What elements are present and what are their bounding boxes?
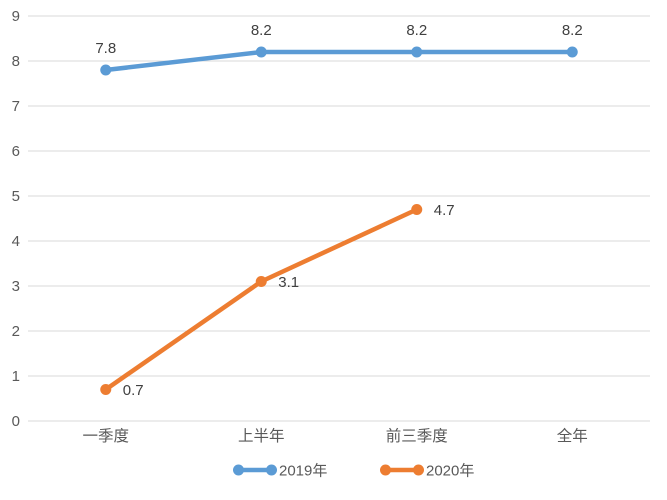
y-axis-tick-label: 0 — [12, 413, 20, 430]
x-axis-category-label: 上半年 — [238, 427, 285, 445]
legend-marker-icon-2019年 — [266, 464, 277, 476]
data-label-2020年: 0.7 — [123, 382, 144, 399]
data-point-2020年 — [255, 276, 267, 287]
data-label-2020年: 4.7 — [434, 202, 455, 219]
data-point-2020年 — [411, 204, 423, 215]
legend-label-2020年: 2020年 — [426, 463, 474, 480]
data-point-2019年 — [100, 64, 112, 76]
legend-marker-icon-2020年 — [380, 464, 391, 476]
y-axis-tick-label: 3 — [12, 278, 20, 295]
data-point-2020年 — [100, 384, 112, 395]
data-label-2019年: 8.2 — [406, 22, 427, 39]
legend-marker-icon-2020年 — [413, 464, 424, 476]
y-axis-tick-label: 6 — [12, 143, 20, 160]
x-axis-category-label: 全年 — [557, 427, 588, 445]
y-axis-tick-label: 4 — [12, 233, 20, 250]
data-label-2020年: 3.1 — [278, 274, 299, 291]
y-axis-tick-label: 2 — [12, 323, 20, 340]
data-point-2019年 — [255, 46, 267, 58]
data-label-2019年: 8.2 — [562, 22, 583, 39]
x-axis-category-label: 一季度 — [82, 427, 129, 445]
data-point-2019年 — [411, 46, 423, 58]
x-axis-category-label: 前三季度 — [386, 427, 448, 445]
data-label-2019年: 8.2 — [251, 22, 272, 39]
y-axis-tick-label: 7 — [12, 98, 20, 115]
legend-marker-icon-2019年 — [233, 464, 244, 476]
data-label-2019年: 7.8 — [95, 40, 116, 57]
series-line-2019年 — [103, 49, 575, 73]
y-axis-tick-label: 1 — [12, 368, 20, 385]
data-point-2019年 — [566, 46, 578, 58]
y-axis-tick-label: 5 — [12, 188, 20, 205]
y-axis-tick-label: 9 — [12, 8, 20, 25]
y-axis-tick-label: 8 — [12, 53, 20, 70]
series-line-2020年 — [103, 207, 419, 392]
legend-label-2019年: 2019年 — [279, 463, 327, 480]
